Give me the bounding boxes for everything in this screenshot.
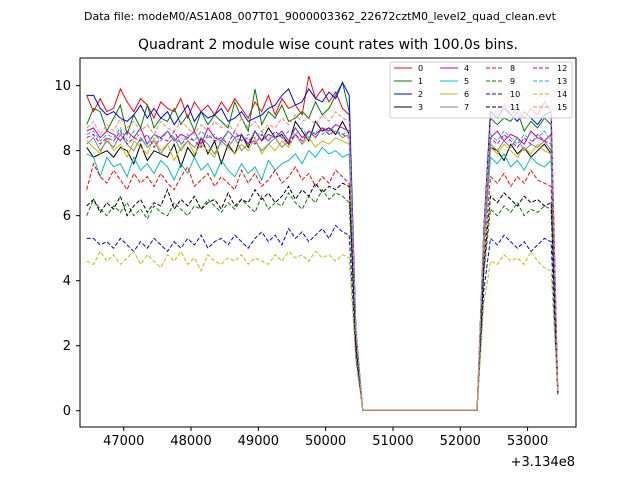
legend-label-4: 4 (464, 64, 469, 73)
x-axis: 47000 48000 49000 50000 51000 52000 53000 (103, 427, 548, 449)
y-tick-label: 2 (63, 339, 71, 354)
legend-label-6: 6 (464, 90, 469, 99)
x-tick-label: 47000 (103, 434, 144, 449)
x-tick-label: 50000 (305, 434, 346, 449)
series-line-15 (86, 91, 559, 411)
y-tick-label: 0 (63, 404, 71, 419)
x-tick-label: 49000 (238, 434, 279, 449)
legend-label-13: 13 (557, 77, 567, 86)
legend-label-2: 2 (418, 90, 423, 99)
legend-label-12: 12 (557, 64, 567, 73)
series-line-13 (86, 126, 559, 411)
axes-frame (79, 57, 577, 428)
series-line-14 (86, 250, 559, 411)
series-line-9 (86, 188, 559, 411)
chart-suptitle: Data file: modeM0/AS1A08_007T01_90000033… (84, 10, 557, 23)
x-tick-label: 52000 (440, 434, 481, 449)
legend-label-8: 8 (510, 64, 515, 73)
legend-label-5: 5 (464, 77, 469, 86)
plot-area (86, 75, 559, 411)
x-tick-label: 53000 (507, 434, 548, 449)
legend-label-3: 3 (418, 103, 423, 112)
y-tick-label: 10 (54, 79, 71, 94)
y-tick-label: 4 (63, 274, 71, 289)
x-tick-label: 51000 (372, 434, 413, 449)
legend-label-11: 11 (510, 103, 520, 112)
chart-title: Quadrant 2 module wise count rates with … (138, 37, 518, 53)
legend-box (389, 61, 573, 119)
series-line-10 (86, 224, 559, 411)
legend-label-14: 14 (557, 90, 567, 99)
series-line-11 (86, 182, 559, 411)
y-tick-label: 6 (63, 209, 71, 224)
x-tick-label: 48000 (170, 434, 211, 449)
x-axis-offset-label: +3.134e8 (511, 455, 575, 470)
legend-label-10: 10 (510, 90, 520, 99)
legend-label-7: 7 (464, 103, 469, 112)
legend-label-1: 1 (418, 77, 423, 86)
y-axis: 0 2 4 6 8 10 (54, 79, 80, 419)
legend-label-0: 0 (418, 64, 423, 73)
y-tick-label: 8 (63, 144, 71, 159)
legend-label-15: 15 (557, 103, 567, 112)
legend-label-9: 9 (510, 77, 515, 86)
